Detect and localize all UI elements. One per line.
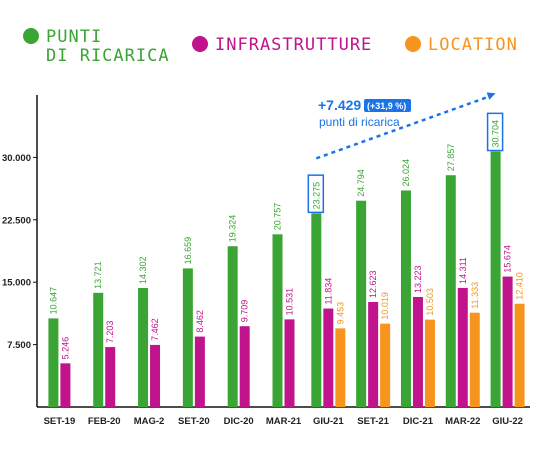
bar-1-10 [502,276,513,407]
x-tick-label: FEB-20 [88,416,121,427]
x-tick-label: SET-21 [357,416,389,427]
data-label-0-3: 16.659 [183,237,193,265]
bar-0-4 [227,246,238,407]
x-tick-label: GIU-21 [313,416,344,427]
legend-label-2-0: LOCATION [428,35,518,55]
bar-1-2 [150,344,161,407]
bar-1-4 [239,326,250,407]
y-tick-label: 22.500 [2,215,31,226]
x-tick-label: GIU-22 [492,416,523,427]
bar-1-1 [105,347,116,407]
data-label-0-10: 30.704 [491,120,501,148]
data-label-1-0: 5.246 [60,337,70,360]
bar-1-9 [457,287,468,407]
bar-2-6 [335,328,346,407]
highlight-box-6 [307,174,325,214]
x-axis: SET-19 FEB-20 MAG-2 SET-20 DIC-20 MAR-21 GIU-2… [44,416,523,427]
bar-1-5 [284,319,295,407]
annotation-text: punti di ricarica [319,115,400,129]
x-tick-label: MAG-2 [134,416,165,427]
data-label-1-6: 11.834 [323,278,333,305]
bar-0-6 [311,213,322,407]
bar-0-0 [48,318,59,407]
bar-0-7 [356,200,367,407]
bar-0-5 [272,234,283,407]
bar-0-8 [400,190,411,407]
data-label-0-7: 24.794 [356,169,366,197]
x-tick-label: SET-19 [44,416,76,427]
growth-arrow-line [315,95,491,160]
x-tick-label: DIC-20 [224,416,254,427]
legend-label-0-0: PUNTI [46,27,102,47]
y-tick-label: 30.000 [2,153,31,164]
data-label-2-8: 10.503 [425,288,435,316]
bar-1-8 [412,296,423,407]
bar-1-7 [368,301,379,407]
bar-0-2 [138,288,149,407]
bar-2-7 [380,323,391,407]
annotation-value: +7.429 [318,97,361,113]
legend-label-1-0: INFRASTRUTTURE [215,35,372,55]
legend-marker-2 [405,36,421,52]
data-label-1-7: 12.623 [368,270,378,298]
legend-label-0-1: DI RICARICA [46,46,170,66]
bar-2-8 [424,319,435,407]
bar-1-3 [194,336,205,407]
data-label-1-3: 8.462 [195,310,205,333]
data-labels: 10.647 5.246 13.721 7.203 14.302 7.462 16.659 8… [48,112,525,360]
data-label-1-2: 7.462 [150,318,160,341]
growth-arrow-head [486,92,496,100]
x-tick-label: MAR-21 [266,416,302,427]
data-label-2-6: 9.453 [335,302,345,325]
y-tick-label: 15.000 [2,278,31,289]
bars [48,151,525,407]
data-label-1-10: 15.674 [503,245,513,273]
legend-marker-0 [23,28,39,44]
x-tick-label: MAR-22 [445,416,480,427]
x-tick-label: DIC-21 [403,416,434,427]
data-label-1-1: 7.203 [105,321,115,344]
data-label-0-0: 10.647 [48,287,58,315]
data-label-2-7: 10.019 [380,292,390,320]
annotation: +7.429 (+31,9 %) punti di ricarica [315,92,496,160]
highlight-box-10 [486,112,504,152]
data-label-2-9: 11.333 [470,282,480,309]
bar-0-3 [182,268,193,407]
data-label-0-4: 19.324 [228,215,238,243]
legend-marker-1 [192,36,208,52]
annotation-percent: (+31,9 %) [367,101,406,111]
data-label-0-5: 20.757 [273,203,283,231]
bar-0-1 [93,292,104,407]
data-label-0-9: 27.857 [446,144,456,172]
y-tick-label: 7.500 [7,340,31,351]
data-label-1-4: 9.709 [240,300,250,323]
annotation-percent-badge [364,99,411,112]
bar-0-10 [490,151,501,407]
data-label-0-2: 14.302 [138,256,148,284]
bar-1-6 [323,308,334,407]
bar-0-9 [445,175,456,407]
data-label-1-8: 13.223 [413,265,423,293]
bar-2-10 [514,303,525,407]
data-label-0-6: 23.275 [311,182,321,210]
data-label-1-9: 14.311 [458,257,468,284]
data-label-0-1: 13.721 [93,261,103,289]
data-label-2-10: 12.410 [515,272,525,300]
bar-2-9 [469,312,480,407]
data-label-1-5: 10.531 [285,288,295,316]
data-label-0-8: 26.024 [401,159,411,187]
bar-1-0 [60,363,71,407]
x-tick-label: SET-20 [178,416,210,427]
